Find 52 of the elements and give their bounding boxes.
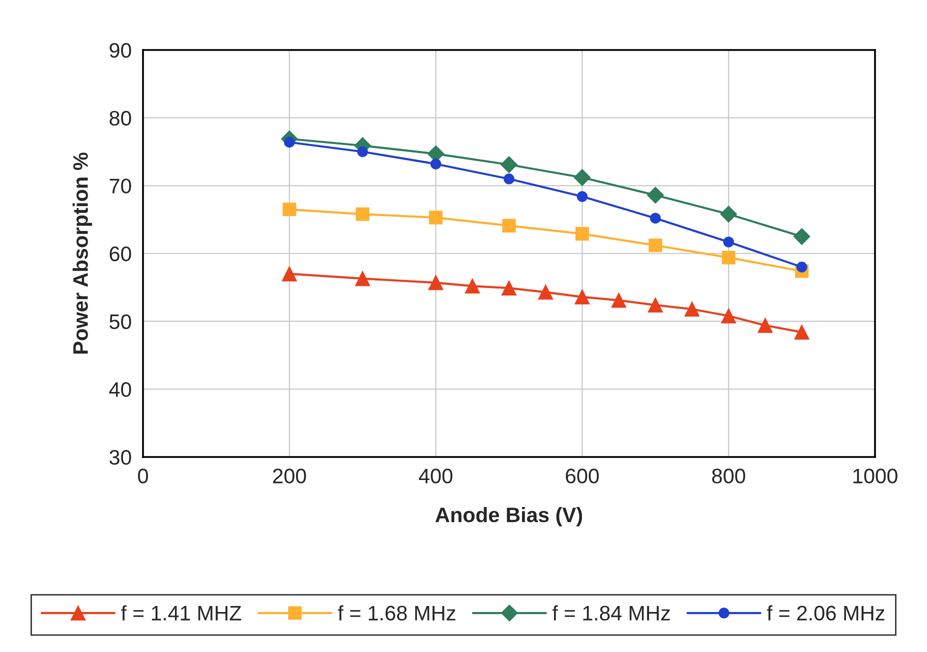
point	[648, 238, 662, 252]
point	[538, 284, 554, 300]
point	[574, 289, 590, 304]
point	[647, 186, 664, 204]
point	[356, 207, 370, 221]
point	[648, 298, 663, 313]
point	[282, 266, 297, 282]
x-axis-title: Anode Bias (V)	[435, 506, 582, 526]
point	[723, 236, 734, 248]
legend-label: f = 2.06 MHz	[766, 605, 884, 621]
point	[684, 302, 700, 317]
legend-label: f = 1.84 MHz	[552, 605, 670, 621]
y-tick-label: 90	[110, 43, 132, 58]
x-tick-label: 0	[138, 468, 148, 484]
point	[282, 202, 296, 216]
y-tick-label: 50	[110, 314, 132, 330]
legend-label: f = 1.68 MHz	[338, 605, 456, 621]
point	[575, 227, 589, 241]
point	[502, 280, 516, 296]
point	[650, 212, 661, 224]
x-tick-label: 800	[712, 468, 746, 484]
y-tick-label: 60	[110, 246, 132, 262]
legend-label: f = 1.41 MHZ	[121, 605, 242, 620]
point	[430, 158, 442, 170]
point	[793, 228, 810, 245]
point	[355, 271, 370, 286]
point	[428, 275, 444, 290]
point	[429, 210, 443, 224]
point	[721, 308, 736, 324]
point	[574, 169, 591, 186]
point	[796, 262, 808, 272]
y-tick-label: 40	[109, 382, 132, 397]
y-tick-label: 80	[110, 110, 132, 126]
point	[502, 218, 516, 232]
point	[464, 278, 480, 294]
point	[500, 156, 518, 174]
x-tick-label: 600	[566, 468, 599, 484]
point	[357, 146, 368, 158]
y-axis-title: Power Absorption %	[72, 152, 92, 354]
y-tick-label: 30	[110, 450, 132, 465]
point	[758, 318, 773, 333]
x-tick-label: 400	[418, 468, 452, 484]
point	[794, 324, 810, 340]
x-tick-label: 1000	[853, 468, 898, 484]
point	[722, 250, 736, 264]
point	[720, 206, 737, 223]
y-tick-label: 70	[110, 178, 132, 194]
point	[504, 174, 514, 184]
point	[284, 136, 295, 148]
x-tick-label: 200	[273, 468, 306, 484]
point	[576, 191, 588, 202]
point	[611, 292, 626, 308]
